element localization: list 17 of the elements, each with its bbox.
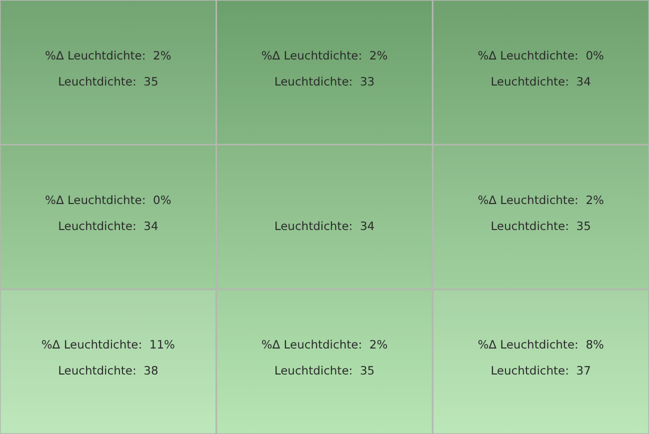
data-label: Leuchtdichte: 33 — [274, 74, 375, 88]
annotation: %Δ Leuchtdichte: 2% — [45, 48, 172, 62]
data-label: Leuchtdichte: 38 — [58, 364, 158, 378]
data-label: Leuchtdichte: 34 — [490, 74, 591, 88]
annotation: %Δ Leuchtdichte: 2% — [261, 338, 388, 352]
annotation: %Δ Leuchtdichte: 8% — [478, 338, 604, 352]
data-label: Leuchtdichte: 34 — [274, 219, 375, 233]
annotation: %Δ Leuchtdichte: 2% — [478, 193, 604, 207]
data-label: Leuchtdichte: 37 — [490, 364, 591, 378]
annotation: %Δ Leuchtdichte: 11% — [41, 338, 176, 352]
annotation: %Δ Leuchtdichte: 0% — [45, 193, 172, 207]
data-label: Leuchtdichte: 35 — [490, 219, 591, 233]
data-label: Leuchtdichte: 35 — [58, 74, 158, 88]
data-label: Leuchtdichte: 35 — [274, 364, 375, 378]
annotation: %Δ Leuchtdichte: 0% — [478, 48, 604, 62]
annotation: %Δ Leuchtdichte: 2% — [261, 48, 388, 62]
data-label: Leuchtdichte: 34 — [58, 219, 158, 233]
